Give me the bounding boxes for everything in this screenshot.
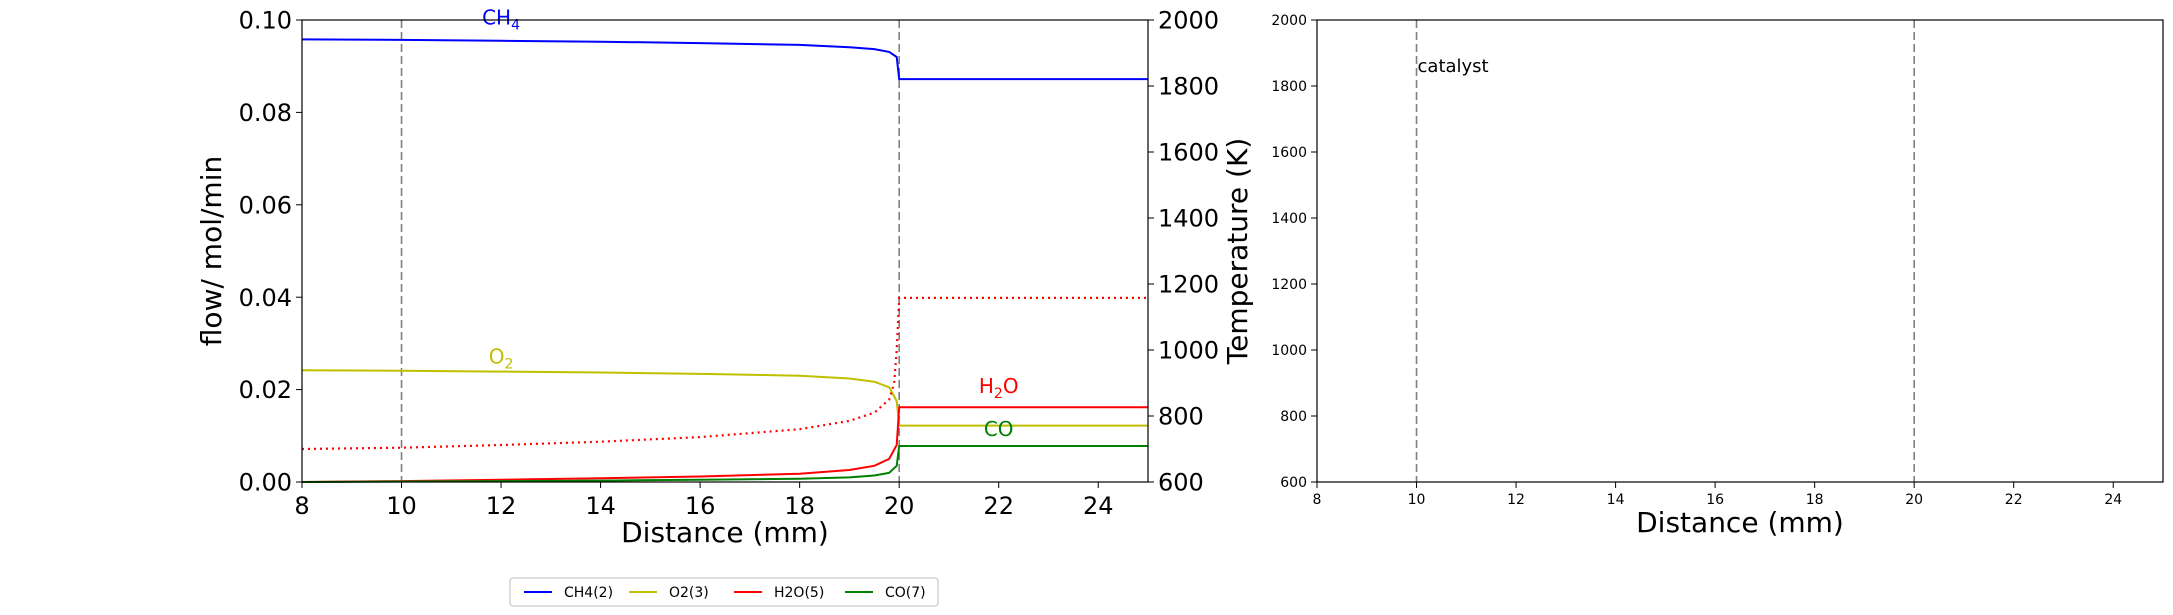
y-axis-label: flow/ mol/min	[195, 156, 228, 346]
y-tick-label: 1000	[1271, 343, 1307, 359]
y-tick-label: 600	[1280, 475, 1307, 491]
x-axis-label: Distance (mm)	[1636, 506, 1844, 539]
x-tick-label: 8	[294, 492, 309, 520]
x-tick-label: 20	[884, 492, 915, 520]
y-tick-label: 1800	[1271, 79, 1307, 95]
x-tick-label: 12	[486, 492, 517, 520]
x-tick-label: 14	[585, 492, 616, 520]
series-line-o2-3-	[301, 369, 1148, 427]
x-tick-label: 16	[1706, 492, 1724, 508]
y-tick-label: 0.04	[239, 284, 292, 312]
y2-tick-label: 800	[1158, 403, 1204, 431]
series-line-h2o-5-	[301, 406, 1148, 483]
y-tick-label: 0.06	[239, 191, 292, 219]
y-tick-label: 800	[1280, 409, 1307, 425]
legend-label: CO(7)	[885, 585, 926, 601]
y2-tick-label: 1400	[1158, 205, 1219, 233]
x-tick-label: 8	[1313, 492, 1322, 508]
annotation-text: CO	[984, 417, 1014, 441]
y-tick-label: 0.02	[239, 376, 292, 404]
annotation-subscript: 2	[504, 356, 513, 372]
annotation-subscript: 2	[994, 386, 1003, 402]
y-tick-label: 1600	[1271, 145, 1307, 161]
catalyst-annotation: catalyst	[1418, 56, 1489, 77]
y2-tick-label: 1000	[1158, 337, 1219, 365]
y2-tick-label: 600	[1158, 469, 1204, 497]
y-tick-label: 1200	[1271, 277, 1307, 293]
legend-label: O2(3)	[669, 585, 709, 601]
y-tick-label: 1400	[1271, 211, 1307, 227]
legend-label: CH4(2)	[564, 585, 613, 601]
series-line-co-7-	[301, 445, 1148, 483]
annotation-text: CH	[482, 6, 511, 30]
temperature-chart: 8 10 12 14 16 18 20 22 24 Distance (mm) 600 800 1000…	[1271, 13, 2164, 539]
x-tick-label: 22	[2005, 492, 2023, 508]
legend: CH4(2) O2(3) H2O(5) CO(7)	[509, 577, 939, 607]
legend-frame	[509, 577, 939, 607]
y2-tick-label: 1800	[1158, 73, 1219, 101]
y-tick-label: 0.10	[239, 7, 292, 35]
x-tick-label: 24	[2104, 492, 2122, 508]
x-tick-label: 24	[1083, 492, 1114, 520]
x-tick-label: 16	[685, 492, 716, 520]
x-tick-label: 12	[1507, 492, 1525, 508]
y-tick-label: 2000	[1271, 13, 1307, 29]
annotation-text: O	[489, 344, 505, 368]
x-tick-label: 10	[386, 492, 417, 520]
x-tick-label: 20	[1905, 492, 1923, 508]
series-line-temperature	[301, 296, 1148, 451]
series-line-ch4-2-	[301, 38, 1148, 81]
annotation-text: H	[979, 374, 994, 398]
series-annotation: CO	[984, 417, 1014, 441]
y2-tick-label: 1200	[1158, 271, 1219, 299]
series-annotation: CH4	[482, 6, 520, 34]
right-plot-frame	[1316, 19, 2164, 483]
y2-tick-label: 2000	[1158, 7, 1219, 35]
x-tick-label: 22	[983, 492, 1014, 520]
annotation-text-after: O	[1003, 374, 1019, 398]
y-tick-label: 0.08	[239, 99, 292, 127]
x-tick-label: 14	[1607, 492, 1625, 508]
x-tick-label: 18	[784, 492, 815, 520]
annotation-subscript: 4	[511, 18, 520, 34]
x-tick-label: 10	[1408, 492, 1426, 508]
series-annotation: O2	[489, 344, 514, 372]
legend-label: H2O(5)	[774, 585, 824, 601]
y2-axis-label: Temperature (K)	[1221, 138, 1254, 365]
left-plot-frame	[301, 19, 1149, 483]
series-annotation: H2O	[979, 374, 1019, 402]
y2-tick-label: 1600	[1158, 139, 1219, 167]
x-tick-label: 18	[1806, 492, 1824, 508]
x-axis-label: Distance (mm)	[621, 516, 829, 549]
y-tick-label: 0.00	[239, 469, 292, 497]
